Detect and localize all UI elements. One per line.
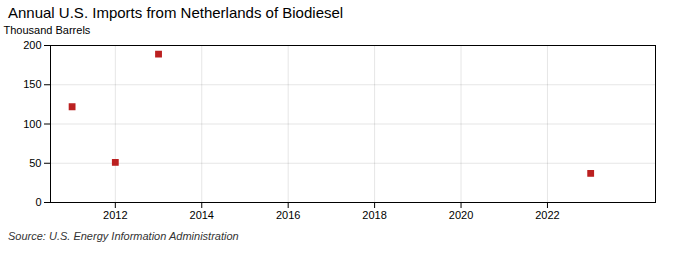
svg-text:2020: 2020 xyxy=(449,209,473,221)
svg-text:2014: 2014 xyxy=(190,209,214,221)
svg-text:50: 50 xyxy=(29,157,41,169)
svg-text:2012: 2012 xyxy=(103,209,127,221)
svg-text:Thousand Barrels: Thousand Barrels xyxy=(4,24,91,36)
html-text:Annual U.S. Imports from Nethe: Annual U.S. Imports from Netherlands of … xyxy=(8,4,344,21)
svg-text:2016: 2016 xyxy=(276,209,300,221)
svg-text:2022: 2022 xyxy=(535,209,559,221)
svg-text:150: 150 xyxy=(23,78,41,90)
svg-text:2018: 2018 xyxy=(362,209,386,221)
svg-text:100: 100 xyxy=(23,118,41,130)
html-text:Source: U.S. Energy Informatio: Source: U.S. Energy Information Administ… xyxy=(8,230,239,242)
svg-text:200: 200 xyxy=(23,39,41,51)
svg-text:0: 0 xyxy=(35,196,41,208)
